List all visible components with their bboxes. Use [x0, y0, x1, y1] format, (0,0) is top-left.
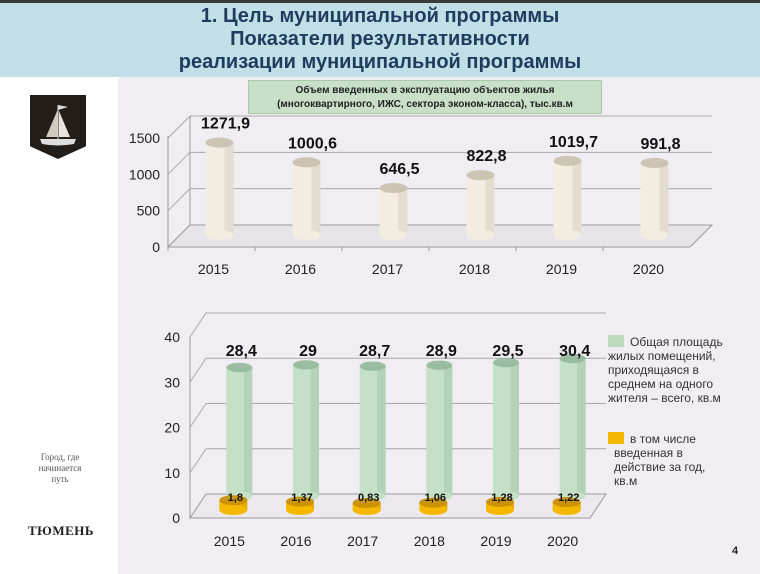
legend-text: жилых помещений,	[608, 349, 716, 363]
x-tick-label: 2019	[480, 533, 511, 549]
chart1-subtitle: Объем введенных в эксплуатацию объектов …	[248, 80, 602, 114]
slogan-line: путь	[51, 474, 69, 484]
title-line-3: реализации муниципальной программы	[178, 51, 582, 73]
window-top-border	[0, 0, 760, 3]
x-tick-label: 2015	[214, 533, 245, 549]
chart1-bar-2017	[379, 182, 408, 241]
chart2-bar-total-2015	[226, 362, 253, 501]
data-label-new: 0,83	[358, 492, 379, 504]
chart1-subtitle-line: (многоквартирного, ИЖС, сектора эконом-к…	[277, 99, 573, 110]
page-number: 4	[732, 545, 739, 557]
data-label-total: 29,5	[492, 343, 523, 360]
data-label-total: 30,4	[559, 343, 590, 360]
legend-item-total-area: Общая площадь жилых помещений, приходяща…	[608, 335, 758, 405]
chart2-legend: Общая площадь жилых помещений, приходяща…	[608, 335, 758, 488]
data-label: 646,5	[379, 161, 419, 178]
chart2-bar-total-2016	[293, 360, 319, 501]
x-tick-label: 2018	[459, 261, 490, 277]
x-tick-label: 2020	[633, 261, 664, 277]
slogan-line: Город, где	[40, 452, 80, 462]
chart1-bar-2020	[640, 157, 669, 241]
x-tick-label: 2015	[198, 261, 229, 277]
chart2-bar-total-2017	[359, 361, 386, 501]
chart2-bar-new-2018	[419, 497, 448, 516]
chart2-bar-new-2016	[286, 496, 314, 516]
data-label-total: 29	[299, 343, 317, 360]
data-label: 1271,9	[201, 116, 250, 133]
legend-swatch-orange	[608, 432, 624, 444]
y-tick-label: 500	[137, 203, 161, 219]
data-label: 1019,7	[549, 134, 598, 151]
chart2-bar-total-2019	[493, 357, 519, 501]
chart1-bar-2018	[466, 170, 495, 241]
slide-header: 1. Цель муниципальной программы Показате…	[0, 3, 760, 77]
legend-swatch-green	[608, 335, 624, 347]
x-tick-label: 2017	[372, 261, 403, 277]
y-tick-label: 30	[164, 374, 180, 390]
data-label-total: 28,9	[426, 343, 457, 360]
y-tick-label: 40	[164, 329, 180, 345]
x-tick-label: 2016	[285, 261, 316, 277]
chart1-bars	[205, 137, 669, 241]
legend-text: приходящаяся в	[608, 363, 699, 377]
x-tick-label: 2018	[414, 533, 445, 549]
data-label-new: 1,06	[425, 492, 446, 504]
y-tick-label: 10	[164, 465, 180, 481]
x-tick-label: 2019	[546, 261, 577, 277]
legend-text: действие за год,	[614, 460, 706, 474]
legend-text: в том числе	[630, 432, 696, 446]
legend-text: кв.м	[614, 474, 638, 488]
chart1-bar-2016	[292, 157, 321, 241]
chart2-bars	[219, 353, 586, 516]
x-tick-label: 2020	[547, 533, 578, 549]
slogan-line: начинается	[38, 463, 82, 473]
data-label-new: 1,28	[491, 492, 512, 504]
y-tick-label: 1000	[129, 166, 160, 182]
data-label-new: 1,37	[291, 492, 312, 504]
city-slogan: Город, где начинается путь	[10, 452, 110, 485]
chart2-bar-total-2018	[426, 360, 453, 501]
chart1-bar-2015	[205, 137, 234, 241]
chart1-subtitle-line: Объем введенных в эксплуатацию объектов …	[295, 85, 555, 96]
data-label-total: 28,4	[226, 343, 257, 360]
chart2-bar-new-2020	[552, 497, 581, 516]
x-tick-label: 2017	[347, 533, 378, 549]
y-tick-label: 1500	[129, 130, 160, 146]
data-label: 991,8	[640, 136, 680, 153]
data-label-total: 28,7	[359, 343, 390, 360]
legend-item-new-area: в том числе введенная в действие за год,…	[608, 432, 758, 488]
chart2-labels: 0 10 20 30 40 2015 28,4 1,8 2016 29 1,37 2017 28,7 0,…	[164, 329, 590, 549]
left-sidebar	[0, 77, 118, 574]
data-label: 822,8	[466, 148, 506, 165]
x-tick-label: 2016	[280, 533, 311, 549]
y-tick-label: 20	[164, 420, 180, 436]
chart1-labels: 0 500 1000 1500 2015 1271,9 2016 1000,6 2017 646,…	[129, 116, 681, 277]
title-line-2: Показатели результативности	[230, 28, 530, 50]
chart2-bar-new-2019	[486, 496, 514, 516]
city-name: ТЮМЕНЬ	[28, 523, 94, 538]
data-label: 1000,6	[288, 135, 337, 152]
legend-text: Общая площадь	[630, 335, 723, 349]
legend-text: жителя – всего, кв.м	[608, 391, 721, 405]
data-label-new: 1,22	[558, 492, 579, 504]
chart2-bar-total-2020	[559, 353, 586, 501]
title-line-1: 1. Цель муниципальной программы	[200, 5, 560, 27]
coat-of-arms-ship-icon	[30, 95, 86, 159]
y-tick-label: 0	[172, 510, 180, 526]
legend-text: введенная в	[614, 446, 683, 460]
legend-text: среднем на одного	[608, 377, 714, 391]
chart2-bar-new-2017	[352, 497, 381, 516]
chart2-bar-new-2015	[219, 495, 248, 516]
chart1-bar-2019	[553, 155, 582, 241]
y-tick-label: 0	[152, 239, 160, 255]
data-label-new: 1,8	[228, 492, 243, 504]
